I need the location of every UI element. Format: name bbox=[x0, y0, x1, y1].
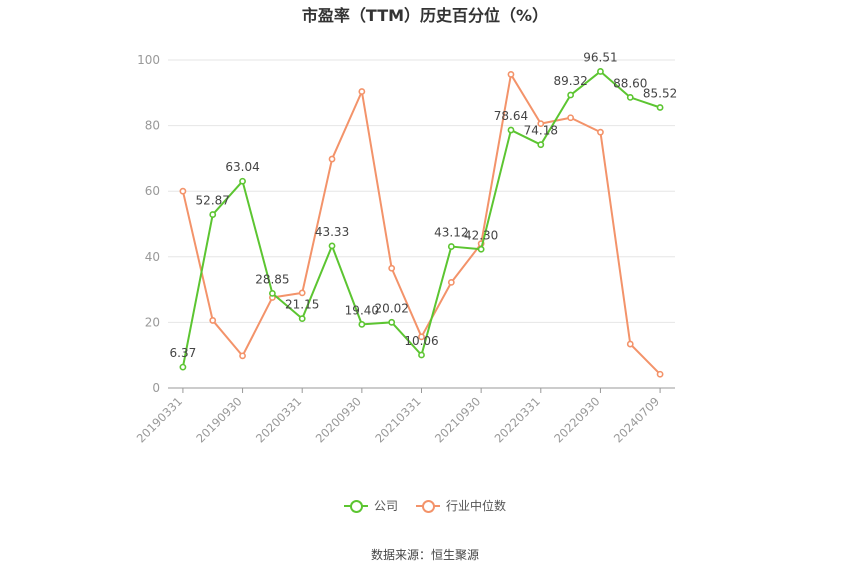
data-point-industry-median bbox=[388, 264, 396, 272]
data-point-company bbox=[179, 363, 187, 371]
data-point-company bbox=[597, 68, 604, 75]
legend-label-industry-median: 行业中位数 bbox=[446, 499, 507, 513]
x-tick-label: 20200331 bbox=[253, 394, 304, 445]
data-point-industry-median bbox=[447, 278, 455, 286]
data-point-company bbox=[567, 91, 575, 99]
data-point-company bbox=[477, 245, 485, 253]
chart-title: 市盈率（TTM）历史百分位（%） bbox=[301, 6, 549, 25]
y-tick-label: 0 bbox=[152, 381, 160, 395]
data-point-industry-median bbox=[209, 317, 217, 324]
x-tick-label: 20210930 bbox=[432, 394, 483, 445]
data-label-company: 88.60 bbox=[613, 76, 647, 90]
data-label-company: 43.33 bbox=[315, 225, 349, 239]
data-point-industry-median bbox=[179, 187, 187, 195]
data-point-company bbox=[656, 104, 664, 111]
data-point-company bbox=[388, 318, 396, 326]
y-tick-label: 20 bbox=[145, 315, 160, 329]
y-tick-label: 40 bbox=[145, 250, 160, 264]
legend-swatch-industry-median bbox=[416, 499, 440, 513]
data-label-company: 19.40 bbox=[345, 303, 379, 317]
legend-item-industry-median[interactable]: 行业中位数 bbox=[416, 497, 506, 514]
legend-item-company[interactable]: 公司 bbox=[343, 497, 398, 514]
data-label-company: 63.04 bbox=[225, 160, 259, 174]
x-tick-label: 20190930 bbox=[193, 394, 244, 445]
data-label-company: 52.87 bbox=[196, 194, 230, 208]
data-point-industry-median bbox=[626, 340, 634, 348]
data-label-company: 6.37 bbox=[170, 346, 197, 360]
data-point-company bbox=[447, 243, 455, 250]
data-point-company bbox=[239, 177, 246, 185]
legend-label-company: 公司 bbox=[373, 499, 398, 513]
data-point-company bbox=[268, 289, 276, 297]
data-label-company: 96.51 bbox=[583, 50, 617, 64]
data-point-industry-median bbox=[358, 88, 366, 95]
data-point-company bbox=[209, 211, 217, 218]
data-point-company bbox=[537, 141, 545, 149]
x-tick-label: 20200930 bbox=[313, 394, 364, 445]
data-point-company bbox=[298, 315, 306, 323]
data-point-company bbox=[626, 93, 634, 101]
y-tick-label: 80 bbox=[145, 119, 160, 133]
data-label-company: 21.15 bbox=[285, 298, 319, 312]
data-point-industry-median bbox=[239, 352, 246, 360]
data-source: 数据来源：恒生聚源 bbox=[370, 548, 479, 562]
data-label-company: 10.06 bbox=[404, 334, 438, 348]
data-label-company: 89.32 bbox=[553, 74, 587, 88]
chart-legend: 公司 行业中位数 bbox=[0, 497, 850, 514]
x-tick-label: 20240709 bbox=[611, 394, 662, 445]
data-label-company: 74.18 bbox=[524, 124, 558, 138]
data-point-industry-median bbox=[567, 114, 575, 122]
data-label-company: 20.02 bbox=[374, 301, 408, 315]
x-tick-label: 20190331 bbox=[134, 394, 185, 445]
x-tick-label: 20210331 bbox=[372, 394, 423, 445]
data-point-company bbox=[507, 126, 515, 134]
data-point-industry-median bbox=[507, 71, 515, 78]
legend-swatch-company bbox=[343, 499, 368, 513]
data-point-industry-median bbox=[328, 155, 336, 163]
data-label-company: 85.52 bbox=[643, 86, 677, 100]
data-label-company: 42.30 bbox=[464, 228, 498, 242]
x-tick-label: 20220930 bbox=[551, 394, 602, 445]
data-point-industry-median bbox=[418, 333, 425, 341]
data-point-company bbox=[328, 242, 336, 250]
data-point-industry-median bbox=[537, 120, 545, 128]
data-point-industry-median bbox=[298, 289, 306, 297]
data-label-company: 43.12 bbox=[434, 226, 468, 240]
data-point-company bbox=[358, 320, 366, 328]
data-point-industry-median bbox=[656, 370, 664, 378]
x-tick-label: 20220331 bbox=[492, 394, 543, 445]
y-tick-label: 100 bbox=[137, 53, 160, 67]
y-tick-label: 60 bbox=[145, 184, 160, 198]
data-point-company bbox=[418, 351, 425, 359]
data-label-company: 28.85 bbox=[255, 272, 289, 286]
data-point-industry-median bbox=[597, 128, 604, 136]
data-label-company: 78.64 bbox=[494, 109, 528, 123]
